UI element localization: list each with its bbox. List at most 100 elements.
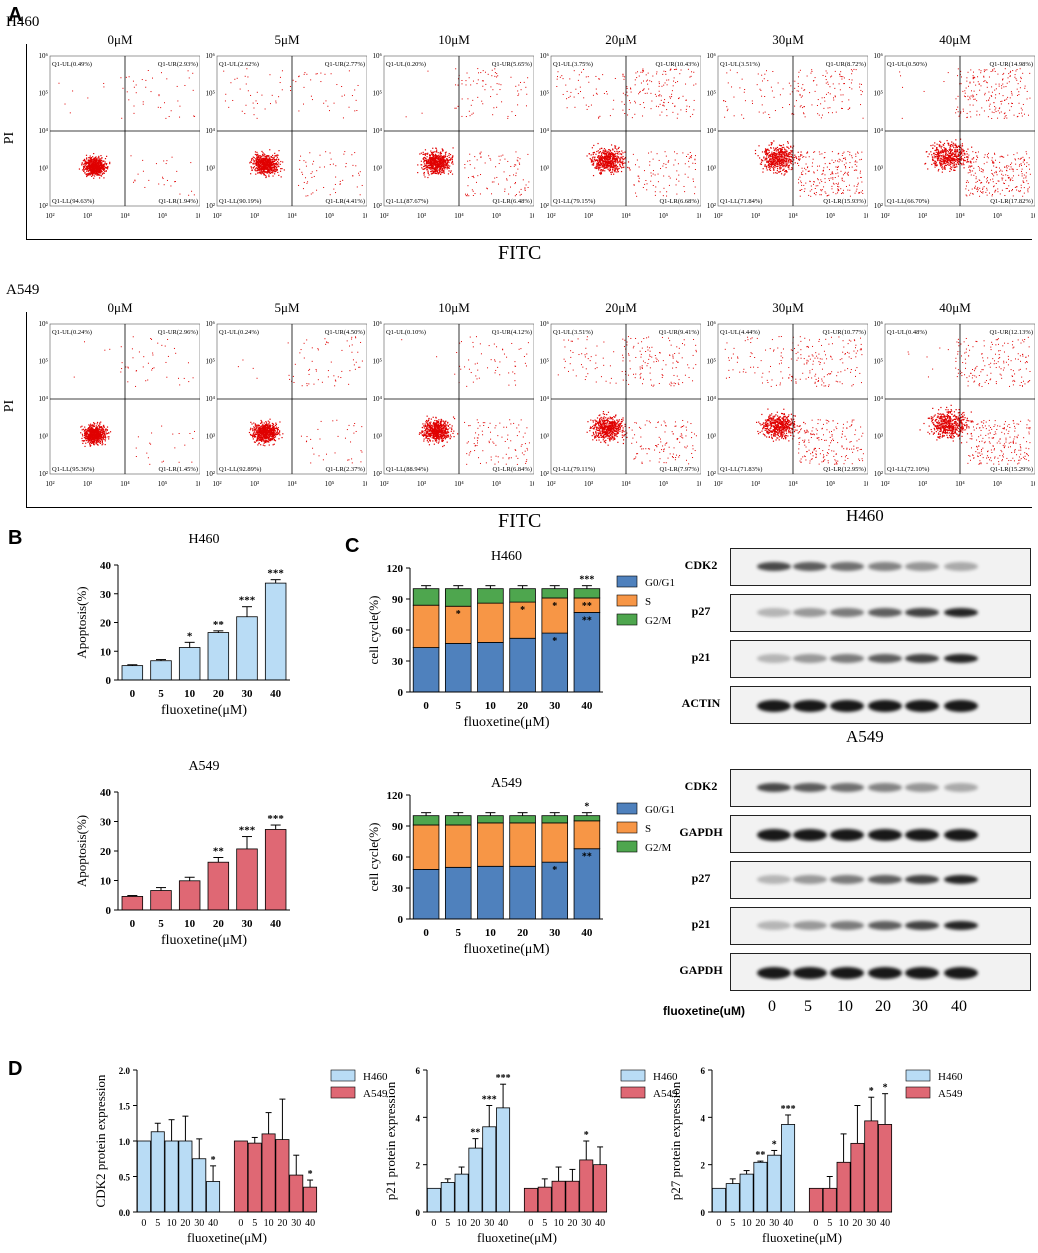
- x-tick-label: 20: [213, 688, 225, 700]
- x-tick-label: 20: [517, 927, 529, 939]
- blot-band: [944, 829, 978, 841]
- significance-mark: ***: [239, 825, 256, 837]
- stack-segment-g0-g1: [477, 865, 504, 920]
- y-tick-label: 2.0: [119, 1066, 131, 1076]
- x-tick: 10⁶: [195, 480, 200, 488]
- y-tick-label: 1.0: [119, 1137, 131, 1147]
- x-tick: 10²: [546, 212, 555, 220]
- blot-band: [944, 967, 978, 979]
- bar-a549: [850, 1142, 865, 1213]
- x-tick: 10²: [45, 212, 54, 220]
- y-tick: 10⁴: [206, 127, 216, 135]
- y-tick: 10⁵: [206, 358, 216, 366]
- quadrant-ul: Q1-UL(4.44%): [720, 329, 760, 336]
- blot-band: [757, 921, 791, 930]
- bar-h460: [781, 1124, 796, 1213]
- x-tick: 10²: [713, 212, 722, 220]
- x-tick: 10²: [546, 480, 555, 488]
- blot-title-a549: A549: [846, 727, 884, 746]
- blot-band: [868, 967, 902, 979]
- blot-strip-p27: [730, 594, 1031, 632]
- blot-band: [944, 654, 978, 663]
- y-tick: 10²: [373, 202, 382, 210]
- x-tick-label: 0: [130, 688, 136, 700]
- y-tick-label: 40: [100, 787, 112, 799]
- blot-axis-label: fluoxetine(uM): [663, 1004, 745, 1018]
- legend-label: S: [645, 823, 651, 835]
- y-tick: 10²: [540, 202, 549, 210]
- y-tick: 10⁶: [39, 320, 49, 328]
- y-tick: 10⁴: [540, 127, 550, 135]
- bar-h460: [767, 1154, 782, 1213]
- y-tick-label: 0: [701, 1208, 706, 1218]
- y-tick: 10⁵: [540, 90, 550, 98]
- concentration-label: 0μM: [107, 300, 133, 315]
- legend-swatch: [616, 840, 638, 853]
- x-tick: 10⁶: [362, 212, 367, 220]
- y-tick-label: 30: [392, 883, 404, 895]
- blot-row-label: GAPDH: [679, 825, 723, 839]
- x-tick-label: 30: [549, 927, 561, 939]
- bar-a549: [233, 1140, 248, 1213]
- blot-band: [830, 967, 864, 979]
- blot-band: [830, 783, 864, 792]
- bar-h460: [136, 1140, 151, 1213]
- legend-swatch: [616, 802, 638, 815]
- blot-band: [830, 654, 864, 663]
- quadrant-ur: Q1-UR(2.93%): [158, 61, 198, 68]
- stack-segment-g2-m: [541, 815, 569, 824]
- stack-segment-s: [509, 601, 536, 639]
- x-tick: 10⁶: [1030, 480, 1035, 488]
- x-tick: 10⁵: [158, 480, 168, 488]
- blot-band: [757, 608, 791, 617]
- blot-band: [868, 654, 902, 663]
- bar: [150, 890, 172, 911]
- x-tick: 10⁵: [492, 480, 502, 488]
- x-tick-label: 0: [423, 700, 429, 712]
- bar: [264, 582, 287, 681]
- legend-label: A549: [653, 1088, 678, 1100]
- stack-segment-g0-g1: [509, 637, 536, 693]
- x-tick: 10⁶: [1030, 212, 1035, 220]
- y-tick: 10²: [540, 470, 549, 478]
- y-tick: 10³: [707, 433, 716, 441]
- chart-title: A549: [188, 759, 219, 774]
- x-tick-label: 10: [184, 918, 196, 930]
- x-tick-label: 40: [208, 1218, 218, 1229]
- stack-segment-s: [573, 820, 601, 850]
- bar-a549: [523, 1187, 538, 1213]
- blot-row-label: p21: [691, 917, 711, 931]
- flow-scatter-plot: Q1-UL(2.62%) Q1-UR(2.77%) Q1-LL(90.19%) Q1-…: [206, 52, 367, 220]
- concentration-label: 5μM: [274, 32, 300, 47]
- scatter-dots: [223, 68, 363, 197]
- lane-label: 20: [875, 998, 891, 1015]
- x-tick: 10²: [45, 480, 54, 488]
- x-tick-label: 30: [549, 700, 561, 712]
- significance-mark: *: [211, 1155, 216, 1166]
- x-tick-label: 10: [264, 1218, 274, 1229]
- quadrant-ul: Q1-UL(0.24%): [52, 329, 92, 336]
- y-tick: 10⁴: [874, 395, 884, 403]
- concentration-label: 10μM: [438, 300, 470, 315]
- y-tick: 10⁵: [540, 358, 550, 366]
- blot-band: [868, 700, 902, 712]
- x-tick: 10³: [584, 212, 593, 220]
- x-tick: 10⁵: [325, 480, 335, 488]
- quadrant-ll: Q1-LL(71.84%): [720, 198, 762, 205]
- x-tick-label: 20: [517, 700, 529, 712]
- x-tick: 10⁵: [993, 480, 1003, 488]
- y-axis-label: cell cycle(%): [366, 596, 381, 665]
- y-axis-label: p27 protein expression: [668, 1081, 683, 1200]
- chart-D-CDK2: 0 5 10 20 30*40 0 5 10 20 30*400.00.51.01.52.0CDK…: [93, 1066, 388, 1245]
- y-tick: 10⁵: [373, 358, 383, 366]
- y-tick: 10³: [39, 433, 48, 441]
- x-tick: 10⁶: [195, 212, 200, 220]
- x-tick-label: 5: [155, 1218, 160, 1229]
- x-tick: 10⁴: [287, 480, 297, 488]
- concentration-label: 10μM: [438, 32, 470, 47]
- concentration-label: 40μM: [939, 300, 971, 315]
- stack-segment-s: [477, 602, 504, 643]
- y-tick-label: 10: [100, 646, 112, 658]
- blot-strip-gapdh: [730, 953, 1031, 991]
- quadrant-ll: Q1-LL(95.36%): [52, 466, 94, 473]
